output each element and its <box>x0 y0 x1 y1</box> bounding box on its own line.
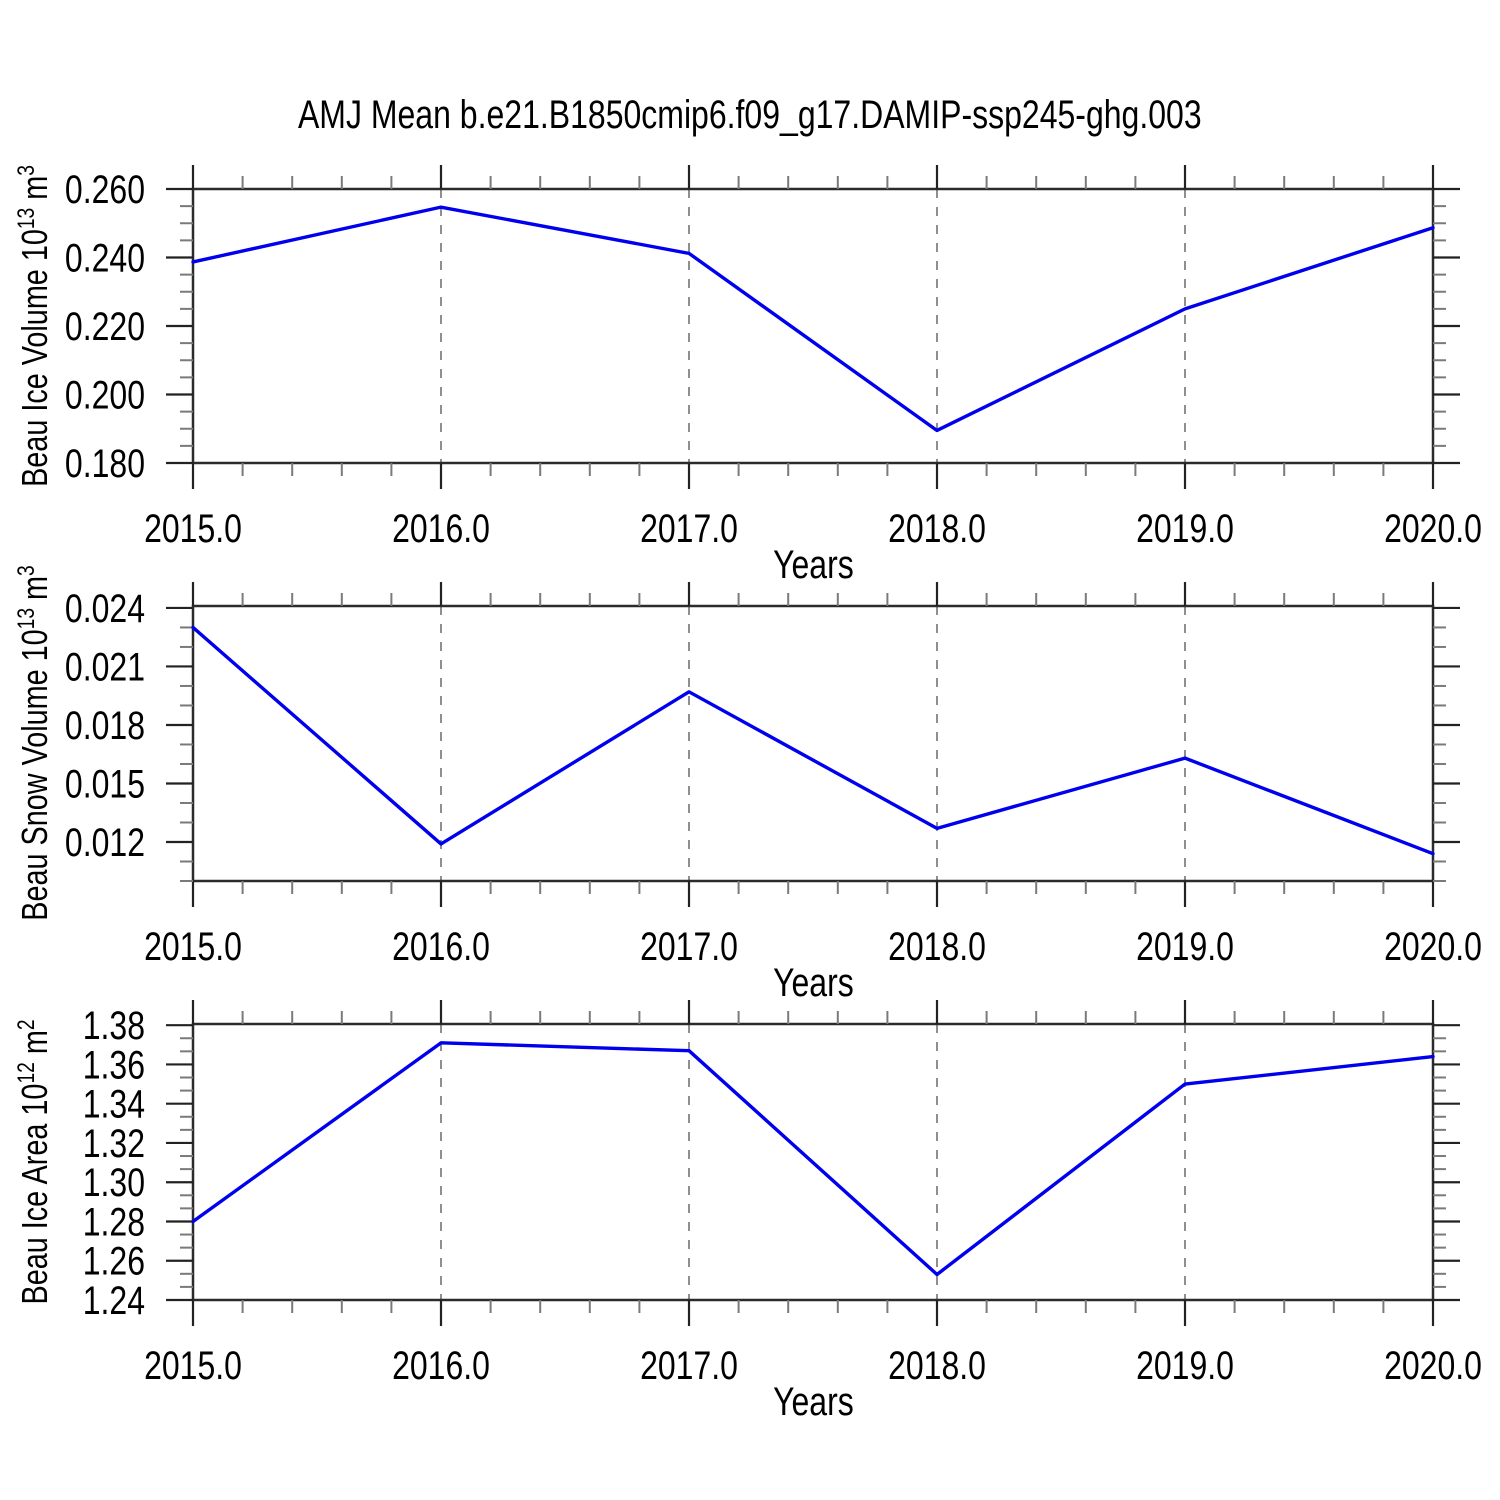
y-axis-title-exponent: 12 <box>13 1062 40 1084</box>
y-tick-label: 1.38 <box>83 1003 145 1048</box>
plot-frame-chart2 <box>191 604 1435 883</box>
x-tick-label: 2017.0 <box>640 506 738 551</box>
data-line-chart2 <box>191 625 1435 856</box>
x-tick-label: 2015.0 <box>144 924 242 969</box>
y-axis-title-unit: m <box>14 1030 55 1063</box>
x-tick-label: 2016.0 <box>392 506 490 551</box>
figure-title: AMJ Mean b.e21.B1850cmip6.f09_g17.DAMIP-… <box>0 95 1500 135</box>
y-tick-label: 0.240 <box>65 235 145 280</box>
data-line-chart3 <box>191 1041 1435 1277</box>
y-tick-label: 0.180 <box>65 441 145 486</box>
y-tick-label: 0.200 <box>65 372 145 417</box>
x-axis-title-text: Years <box>772 1380 854 1424</box>
x-tick-label: 2019.0 <box>1136 924 1234 969</box>
y-axis-title-unit-exponent: 2 <box>13 1019 40 1031</box>
x-tick-label: 2020.0 <box>1384 506 1482 551</box>
y-axis-title-exponent: 13 <box>13 207 40 230</box>
x-axis-title-chart2: Years <box>193 963 1433 1003</box>
y-axis-title-unit-exponent: 3 <box>13 565 40 576</box>
y-tick-label: 0.260 <box>65 167 145 212</box>
y-axis-title-unit-exponent: 3 <box>13 165 40 176</box>
y-tick-label: 1.34 <box>83 1081 145 1126</box>
x-axis-title-chart3: Years <box>193 1382 1433 1422</box>
y-tick-label: 0.021 <box>65 644 145 689</box>
x-tick-label: 2015.0 <box>144 506 242 551</box>
x-tick-label: 2020.0 <box>1384 924 1482 969</box>
x-tick-label: 2015.0 <box>144 1343 242 1388</box>
y-tick-label: 0.220 <box>65 304 145 349</box>
x-axis-title-text: Years <box>772 961 854 1005</box>
x-axis-title-text: Years <box>772 543 854 587</box>
figure-title-text: AMJ Mean b.e21.B1850cmip6.f09_g17.DAMIP-… <box>298 93 1202 137</box>
x-axis-title-chart1: Years <box>193 545 1433 585</box>
y-axis-title-unit: m <box>14 575 55 608</box>
y-axis-title-text: Beau Snow Volume 10 <box>14 629 55 921</box>
plot-frame-chart3 <box>191 1022 1435 1302</box>
y-tick-label: 1.32 <box>83 1121 145 1166</box>
y-axis-title-text: Beau Ice Area 10 <box>14 1083 55 1305</box>
y-tick-label: 0.012 <box>65 820 145 865</box>
x-tick-label: 2019.0 <box>1136 506 1234 551</box>
x-tick-label: 2019.0 <box>1136 1343 1234 1388</box>
y-tick-label: 0.018 <box>65 703 145 748</box>
x-tick-label: 2018.0 <box>888 506 986 551</box>
plot-frame-chart1 <box>191 187 1435 465</box>
y-tick-label: 1.28 <box>83 1199 145 1244</box>
y-tick-label: 0.024 <box>65 586 145 631</box>
y-tick-label: 1.36 <box>83 1042 145 1087</box>
y-axis-title-text: Beau Ice Volume 10 <box>14 229 55 487</box>
x-tick-label: 2018.0 <box>888 1343 986 1388</box>
y-axis-title-unit: m <box>14 175 55 208</box>
x-tick-label: 2020.0 <box>1384 1343 1482 1388</box>
y-tick-label: 1.26 <box>83 1238 145 1283</box>
y-tick-label: 1.30 <box>83 1160 145 1205</box>
x-tick-label: 2017.0 <box>640 924 738 969</box>
x-tick-label: 2018.0 <box>888 924 986 969</box>
x-tick-label: 2017.0 <box>640 1343 738 1388</box>
y-tick-label: 1.24 <box>83 1278 145 1323</box>
x-tick-label: 2016.0 <box>392 1343 490 1388</box>
x-tick-label: 2016.0 <box>392 924 490 969</box>
y-tick-label: 0.015 <box>65 761 145 806</box>
data-line-chart1 <box>191 205 1435 433</box>
y-axis-title-exponent: 13 <box>13 607 40 630</box>
